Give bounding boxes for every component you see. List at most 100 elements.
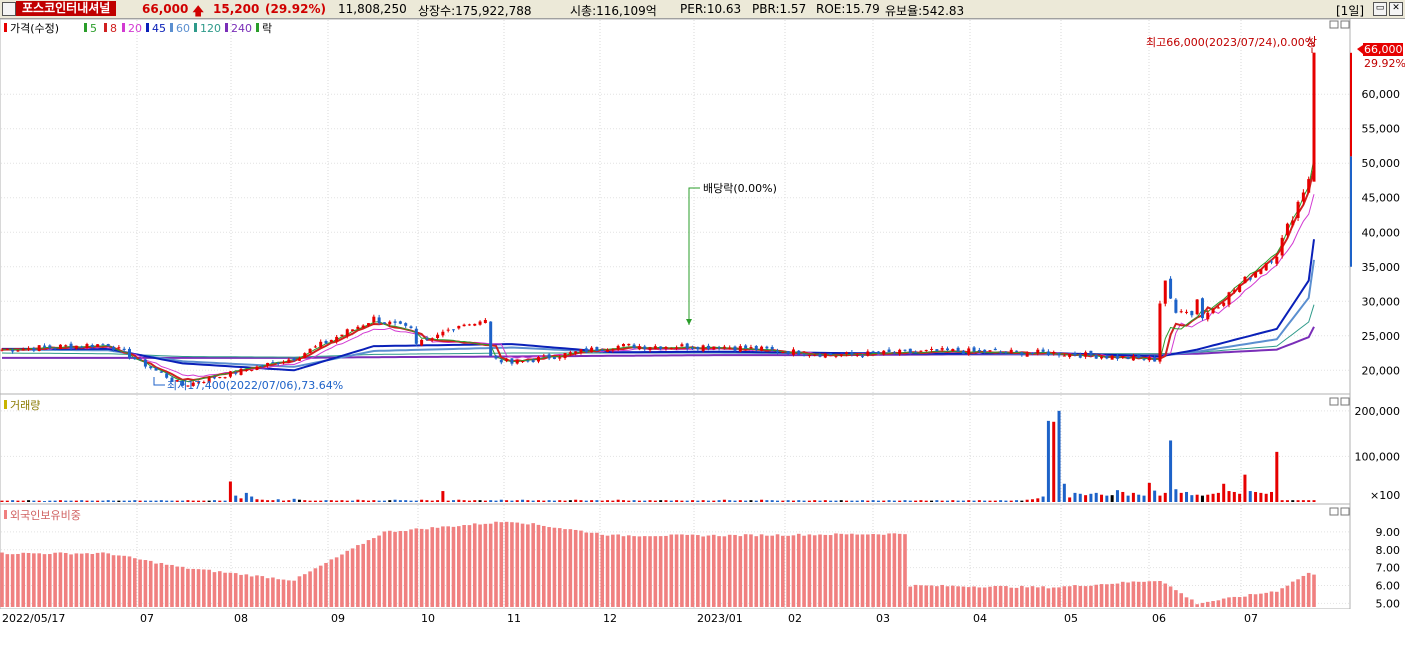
candle-body <box>1046 351 1050 356</box>
foreign-ratio-bar <box>1216 600 1221 607</box>
candle-body <box>839 354 843 357</box>
volume-bar <box>1126 495 1130 502</box>
volume-bar <box>531 500 535 502</box>
candle-body <box>892 352 896 354</box>
foreign-ratio-bar <box>175 566 180 607</box>
foreign-maximize-icon[interactable] <box>1340 507 1350 516</box>
foreign-ratio-bar <box>1248 594 1253 607</box>
foreign-ratio-bar <box>961 586 966 607</box>
volume-bar <box>611 500 615 502</box>
x-tick-label: 07 <box>140 612 154 625</box>
foreign-minimize-icon[interactable] <box>1329 507 1339 516</box>
volume-bar <box>940 500 944 502</box>
volume-bar <box>861 500 865 502</box>
candle-body <box>749 347 753 349</box>
volume-bar <box>138 500 142 502</box>
candle-body <box>1105 355 1109 359</box>
volume-bar <box>1195 494 1199 502</box>
volume-bar <box>228 481 232 502</box>
candle-body <box>712 346 716 350</box>
candle-body <box>930 348 934 350</box>
candle-body <box>143 359 147 367</box>
foreign-ratio-bar <box>998 585 1003 607</box>
candle-body <box>356 326 360 330</box>
close-icon[interactable]: ✕ <box>1389 2 1403 16</box>
foreign-ratio-bar <box>127 556 132 607</box>
volume-bar <box>829 500 833 502</box>
foreign-ratio-bar <box>1259 593 1263 607</box>
foreign-ratio-bar <box>812 535 817 607</box>
foreign-ratio-bar <box>951 585 955 607</box>
foreign-ratio-bar <box>478 524 482 607</box>
restore-icon[interactable]: ▭ <box>1373 2 1387 16</box>
volume-bar <box>1307 500 1311 502</box>
foreign-ratio-bar <box>913 584 918 607</box>
volume-bar <box>892 500 896 502</box>
foreign-ratio-bar <box>1062 586 1067 607</box>
foreign-tick-label: 8.00 <box>1376 544 1401 557</box>
volume-bar <box>1259 492 1263 502</box>
volume-bar <box>898 500 902 502</box>
volume-bar <box>983 500 987 502</box>
foreign-ratio-bar <box>451 526 456 607</box>
foreign-ratio-bar <box>807 534 812 607</box>
stock-name[interactable]: 포스코인터내셔널 <box>16 1 117 16</box>
foreign-ratio-bar <box>796 533 801 607</box>
candle-body <box>680 344 684 347</box>
volume-bar <box>526 500 530 502</box>
volume-bar <box>494 500 498 502</box>
volume-bar <box>335 500 339 502</box>
volume-bar <box>101 500 105 502</box>
volume-bar <box>669 500 673 502</box>
candle-body <box>11 350 15 352</box>
foreign-ratio-bar <box>749 534 753 607</box>
foreign-ratio-bar <box>605 535 610 607</box>
candle-body <box>1110 355 1114 360</box>
current-price-tag: 66,000 29.92% <box>1357 43 1405 70</box>
checkbox-icon[interactable] <box>2 2 16 16</box>
panel-minimize-icon[interactable] <box>1329 20 1339 29</box>
volume-maximize-icon[interactable] <box>1340 397 1350 406</box>
foreign-ratio-bar <box>1142 581 1146 607</box>
foreign-ratio-bar <box>1041 586 1045 607</box>
foreign-ratio-bar <box>387 530 392 607</box>
candle-body <box>1057 353 1061 356</box>
volume-bar <box>64 500 68 502</box>
foreign-ratio-bar <box>350 548 355 607</box>
candle-body <box>197 382 201 384</box>
volume-bar <box>691 500 695 502</box>
candle-body <box>855 354 859 356</box>
foreign-ratio-bar <box>579 530 583 607</box>
foreign-ratio-bar <box>1083 586 1088 607</box>
candle-body <box>1222 302 1226 306</box>
period-selector[interactable]: [1일] <box>1336 4 1365 18</box>
volume-bar <box>127 500 131 502</box>
candle-body <box>924 349 928 351</box>
volume-bar <box>632 500 636 502</box>
legend-ma45: 45 <box>152 22 166 35</box>
stock-chart[interactable]: 20,000 25,000 30,000 35,000 40,000 45,000 50,0… <box>0 19 1405 648</box>
volume-minimize-icon[interactable] <box>1329 397 1339 406</box>
volume-bar <box>637 500 641 502</box>
volume-bar <box>1057 410 1061 502</box>
candle-body <box>1254 272 1258 278</box>
candle-body <box>1238 284 1242 293</box>
candle-body <box>42 345 46 347</box>
panel-maximize-icon[interactable] <box>1340 20 1350 29</box>
legend-ma8: 8 <box>110 22 117 35</box>
foreign-ratio-bar <box>1067 586 1072 607</box>
foreign-ratio-bar <box>892 533 897 607</box>
foreign-ratio-bar <box>552 527 557 607</box>
foreign-ratio-bar <box>21 552 26 607</box>
candle-body <box>64 345 68 347</box>
foreign-ratio-bar <box>1009 587 1014 607</box>
candle-body <box>505 358 509 362</box>
foreign-ratio-bar <box>1004 586 1008 607</box>
candle-body <box>1084 352 1088 357</box>
candle-body <box>85 344 89 349</box>
foreign-ratio-bar <box>680 534 684 607</box>
foreign-ratio-bar <box>233 573 238 607</box>
candle-body <box>1169 278 1173 299</box>
volume-bar <box>1100 494 1104 502</box>
foreign-ratio-bar <box>488 523 493 607</box>
